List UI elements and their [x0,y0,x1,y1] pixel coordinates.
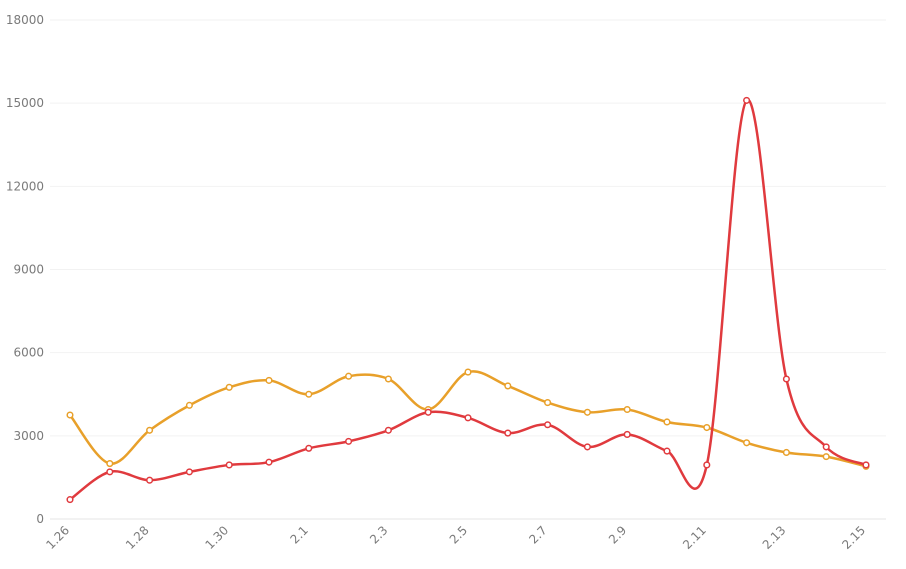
x-tick-label: 1.28 [123,523,152,552]
y-axis-ticks: 0 3000 6000 9000 12000 15000 18000 [6,13,44,526]
data-point[interactable] [583,408,591,416]
data-point[interactable] [822,443,830,451]
x-tick-label: 2.1 [288,523,311,546]
data-point[interactable] [663,418,671,426]
data-point[interactable] [782,375,790,383]
grid [50,19,886,520]
data-point[interactable] [424,408,432,416]
series-2 [66,96,870,504]
y-tick-label: 9000 [13,263,44,277]
x-tick-label: 2.9 [606,523,629,546]
y-tick-label: 18000 [6,13,44,27]
data-point[interactable] [66,411,74,419]
data-point[interactable] [544,421,552,429]
x-tick-label: 2.15 [839,523,868,552]
data-point[interactable] [583,443,591,451]
data-point[interactable] [345,437,353,445]
x-tick-label: 2.7 [526,523,549,546]
y-tick-label: 3000 [13,429,44,443]
x-tick-label: 2.3 [367,523,390,546]
data-point[interactable] [703,461,711,469]
data-point[interactable] [225,383,233,391]
series-line [68,98,868,501]
data-point[interactable] [862,461,870,469]
y-tick-label: 6000 [13,346,44,360]
x-tick-label: 1.26 [43,523,72,552]
data-point[interactable] [743,96,751,104]
data-point[interactable] [106,468,114,476]
data-point[interactable] [743,439,751,447]
data-point[interactable] [384,375,392,383]
data-point[interactable] [146,476,154,484]
y-tick-label: 12000 [6,179,44,193]
data-point[interactable] [782,448,790,457]
x-axis-ticks: 1.26 1.28 1.30 2.1 2.3 2.5 2.7 2.9 2.11 2.13 2.15 [43,523,868,552]
data-point[interactable] [185,401,193,409]
data-point[interactable] [623,430,631,438]
data-point[interactable] [544,399,552,407]
data-point[interactable] [185,468,193,476]
data-point[interactable] [106,460,114,468]
series-layer [66,96,870,504]
x-tick-label: 2.5 [447,523,470,546]
x-tick-label: 2.11 [680,523,709,552]
data-point[interactable] [504,429,512,437]
data-point[interactable] [345,372,353,380]
data-point[interactable] [504,382,512,390]
y-tick-label: 15000 [6,96,44,110]
data-point[interactable] [305,390,313,398]
data-point[interactable] [265,376,273,384]
data-point[interactable] [225,461,233,469]
data-point[interactable] [663,447,671,455]
data-point[interactable] [384,426,392,434]
data-point[interactable] [703,423,711,432]
data-point[interactable] [305,444,313,452]
data-point[interactable] [623,405,631,414]
data-point[interactable] [822,453,830,461]
y-tick-label: 0 [36,512,44,526]
data-point[interactable] [464,368,472,376]
data-point[interactable] [265,458,273,466]
data-point[interactable] [464,414,472,422]
data-point[interactable] [66,496,74,504]
data-point[interactable] [146,426,154,434]
x-tick-label: 1.30 [203,523,232,552]
x-tick-label: 2.13 [760,523,789,552]
